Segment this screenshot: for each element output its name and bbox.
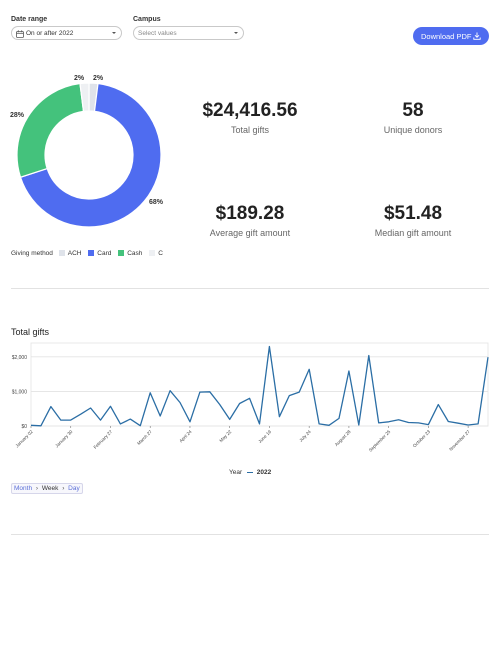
y-tick-label: $1,000 [12,389,28,395]
legend-item-cash[interactable]: Cash [118,250,142,257]
download-icon [473,32,481,42]
legend-label: Cash [127,250,143,257]
x-tick-label: January 30 [54,429,74,449]
x-tick-label: August 28 [334,429,352,447]
breadcrumb-week[interactable]: Week [41,485,59,492]
breadcrumb-month[interactable]: Month [14,485,33,492]
download-pdf-button[interactable]: Download PDF [413,27,489,45]
donut-label-cash: 28% [10,112,25,119]
kpi-total-gifts-value: $24,416.56 [202,100,298,121]
legend-item-card[interactable]: Card [88,250,111,257]
legend-label: C [158,250,163,257]
date-range-label: Date range [11,16,48,23]
chevron-right-icon: › [35,485,39,492]
legend-label: Card [97,250,112,257]
date-range-select[interactable]: On or after 2022 [11,26,122,40]
kpi-average-gift-label: Average gift amount [209,228,291,238]
x-tick-label: May 22 [218,429,232,443]
kpi-median-gift-label: Median gift amount [374,228,452,238]
campus-placeholder: Select values [138,30,177,37]
chevron-down-icon [234,32,238,34]
legend-label: ACH [67,250,82,257]
x-tick-label: July 24 [298,429,312,443]
campus-select[interactable]: Select values [133,26,244,40]
giving-method-donut-chart [16,82,162,228]
chevron-down-icon [112,32,116,34]
donut-label-card: 68% [149,199,164,206]
legend-swatch [118,250,125,257]
x-tick-label: September 25 [368,429,392,453]
line-legend: Year 2022 [229,469,271,476]
y-tick-label: $0 [21,424,27,430]
donut-slice-card[interactable] [19,82,162,228]
x-tick-label: March 27 [136,429,153,446]
kpi-unique-donors-label: Unique donors [383,125,443,135]
campus-label: Campus [133,16,161,23]
y-tick-label: $2,000 [12,355,28,361]
x-tick-label: January 02 [14,429,34,449]
download-label: Download PDF [421,32,472,41]
line-legend-title: Year [229,469,243,476]
donut-legend: Giving method ACH Card Cash C [11,250,163,257]
legend-item-check[interactable]: C [149,250,163,257]
donut-label-ach: 2% [74,75,85,82]
line-chart-title: Total gifts [11,327,50,337]
total-gifts-line-chart: $0 $1,000 $2,000 January 02 January 30 Februa… [12,342,489,453]
section-divider [11,534,489,535]
legend-item-ach[interactable]: ACH [58,250,82,257]
legend-line-swatch [246,471,253,474]
legend-swatch [58,250,65,257]
x-tick-label: October 23 [412,429,432,449]
kpi-unique-donors-value: 58 [402,100,424,121]
x-tick-label: February 27 [92,429,113,450]
x-tick-label: June 19 [257,429,272,444]
kpi-median-gift-value: $51.48 [383,203,443,224]
donut-slice-cash[interactable] [16,82,85,179]
line-legend-series[interactable]: 2022 [256,469,272,476]
legend-swatch [88,250,95,257]
section-divider [11,288,489,289]
chevron-right-icon: › [62,485,65,492]
donut-slice-c[interactable] [79,82,90,113]
donut-label-check: 2% [93,75,104,82]
kpi-average-gift-value: $189.28 [215,203,285,224]
x-tick-label: April 24 [178,429,193,444]
breadcrumb-day[interactable]: Day [68,485,80,492]
legend-swatch [149,250,156,257]
x-tick-label: November 27 [448,429,471,452]
calendar-icon [16,30,24,40]
breadcrumb: Month › Week › Day [11,483,83,494]
kpi-total-gifts-label: Total gifts [230,125,270,135]
date-range-value: On or after 2022 [26,30,74,37]
plot-area [30,342,489,427]
series-line-2022[interactable] [30,345,489,427]
legend-title: Giving method [11,250,53,257]
